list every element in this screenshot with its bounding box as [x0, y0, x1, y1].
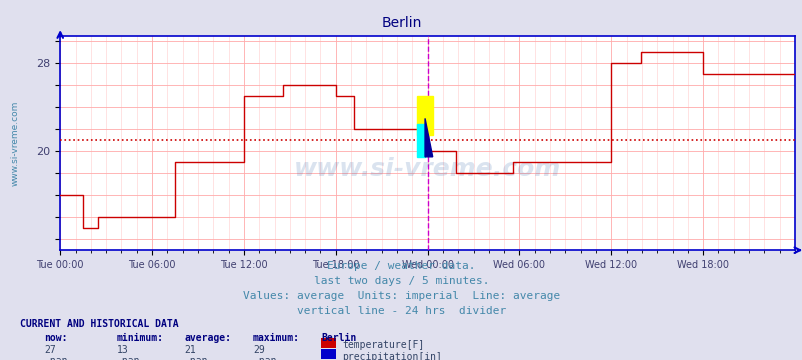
Text: minimum:: minimum:	[116, 333, 164, 343]
Text: Berlin: Berlin	[381, 16, 421, 30]
Text: now:: now:	[44, 333, 67, 343]
Text: Values: average  Units: imperial  Line: average: Values: average Units: imperial Line: av…	[242, 291, 560, 301]
Text: maximum:: maximum:	[253, 333, 300, 343]
Text: 13: 13	[116, 345, 128, 355]
Polygon shape	[424, 118, 432, 157]
Text: -nan: -nan	[253, 356, 276, 360]
Bar	[417, 124, 424, 157]
Text: -nan: -nan	[184, 356, 208, 360]
Text: www.si-vreme.com: www.si-vreme.com	[10, 100, 19, 186]
Text: 21: 21	[184, 345, 196, 355]
Text: -nan: -nan	[44, 356, 67, 360]
Text: Europe / weather data.: Europe / weather data.	[327, 261, 475, 271]
Text: precipitation[in]: precipitation[in]	[342, 352, 441, 360]
Text: last two days / 5 minutes.: last two days / 5 minutes.	[314, 276, 488, 286]
Text: 29: 29	[253, 345, 265, 355]
Text: temperature[F]: temperature[F]	[342, 340, 423, 350]
Text: Berlin: Berlin	[321, 333, 356, 343]
Text: vertical line - 24 hrs  divider: vertical line - 24 hrs divider	[297, 306, 505, 316]
Text: CURRENT AND HISTORICAL DATA: CURRENT AND HISTORICAL DATA	[20, 319, 179, 329]
Bar	[417, 96, 432, 135]
Text: average:: average:	[184, 333, 232, 343]
Text: 27: 27	[44, 345, 56, 355]
Text: www.si-vreme.com: www.si-vreme.com	[294, 157, 561, 181]
Text: -nan: -nan	[116, 356, 140, 360]
